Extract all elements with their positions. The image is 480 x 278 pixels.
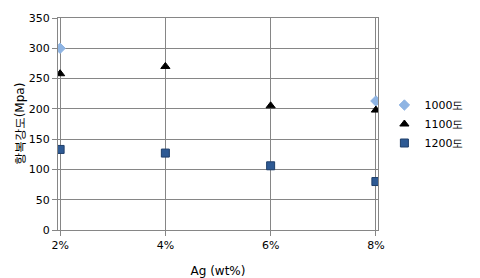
svg-text:항복강도(Mpa): 항복강도(Mpa): [13, 83, 27, 166]
svg-text:0: 0: [43, 224, 50, 237]
svg-text:1200도: 1200도: [424, 137, 463, 150]
svg-text:8%: 8%: [367, 239, 384, 252]
svg-text:300: 300: [29, 42, 50, 55]
svg-text:Ag (wt%): Ag (wt%): [191, 264, 246, 278]
svg-text:2%: 2%: [51, 239, 68, 252]
svg-text:50: 50: [36, 194, 50, 207]
svg-text:350: 350: [29, 12, 50, 25]
svg-text:100: 100: [29, 163, 50, 176]
svg-text:250: 250: [29, 72, 50, 85]
svg-text:4%: 4%: [157, 239, 174, 252]
svg-text:200: 200: [29, 103, 50, 116]
svg-text:1100도: 1100도: [424, 118, 463, 131]
svg-text:150: 150: [29, 133, 50, 146]
svg-text:1000도: 1000도: [424, 99, 463, 112]
svg-text:6%: 6%: [262, 239, 279, 252]
